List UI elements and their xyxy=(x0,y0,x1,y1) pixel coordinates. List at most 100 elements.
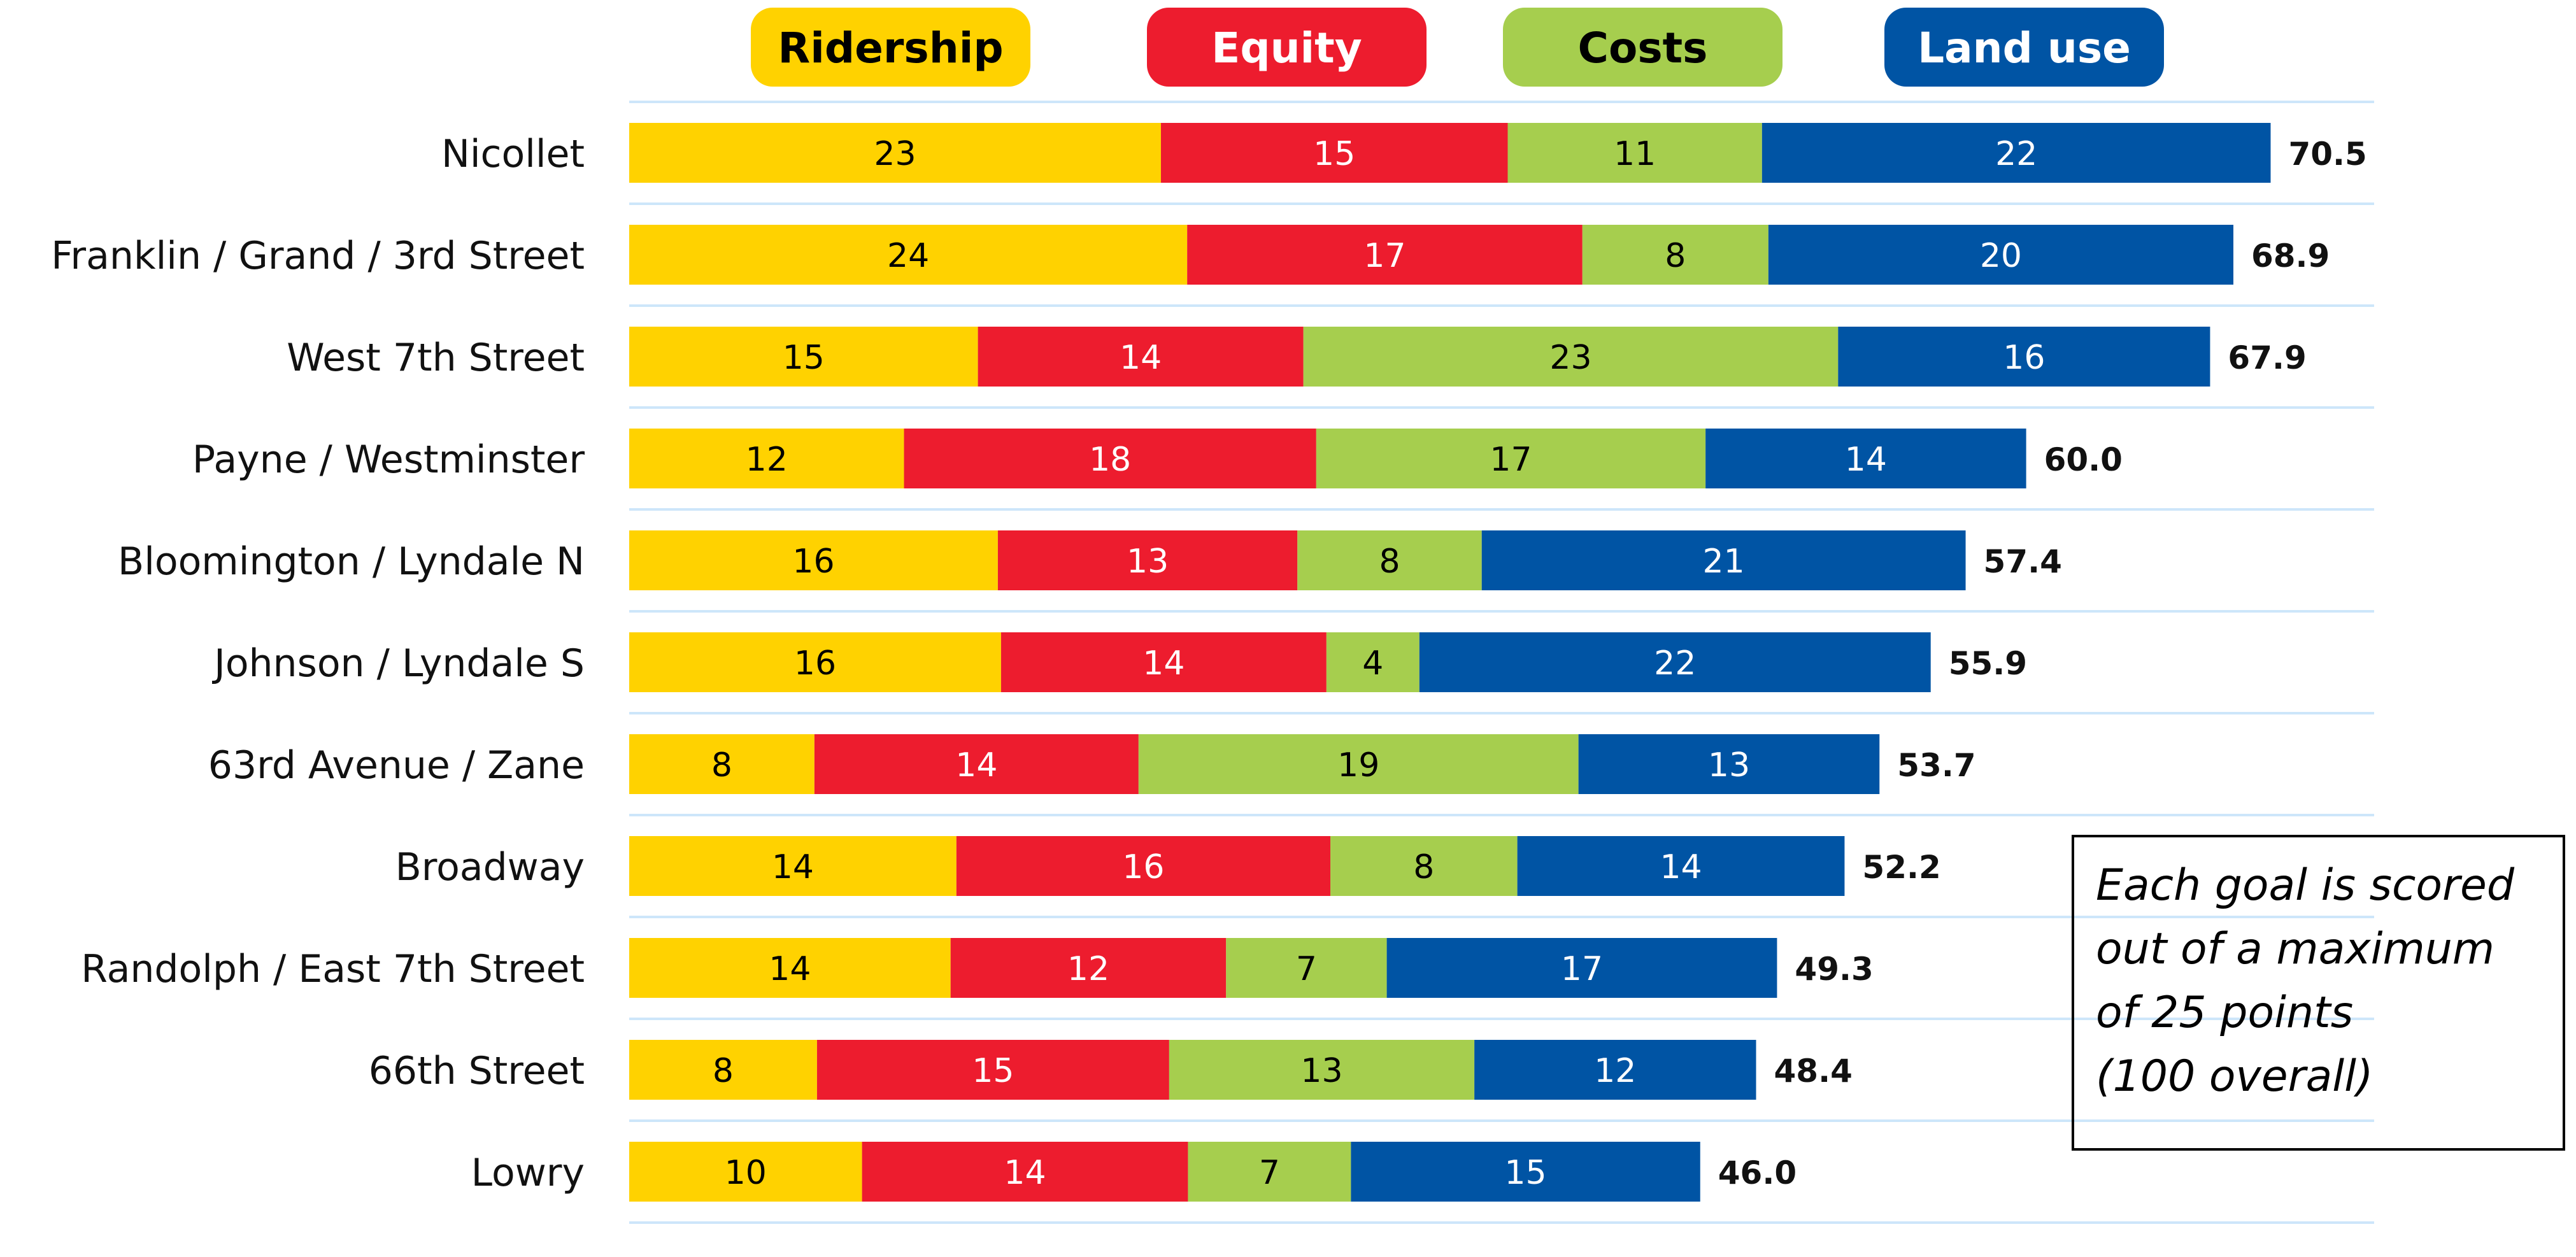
segment-value-label: 8 xyxy=(711,746,732,785)
segment-value-label: 15 xyxy=(972,1052,1014,1090)
segment-value-label: 8 xyxy=(1413,848,1434,886)
category-label: 66th Street xyxy=(369,1049,585,1093)
segment-value-label: 15 xyxy=(783,339,825,377)
note-line: of 25 points xyxy=(2096,988,2354,1038)
bar-segment-land-use xyxy=(1705,429,2026,488)
segment-value-label: 8 xyxy=(713,1052,734,1090)
total-score-label: 48.4 xyxy=(1774,1053,1853,1090)
legend-label: Land use xyxy=(1918,24,2131,73)
segment-value-label: 16 xyxy=(2003,339,2045,377)
total-score-label: 53.7 xyxy=(1897,747,1975,784)
total-score-label: 46.0 xyxy=(1718,1154,1797,1191)
segment-value-label: 10 xyxy=(725,1154,767,1192)
category-label: West 7th Street xyxy=(287,336,585,380)
legend-swatch-ridership xyxy=(751,8,1030,87)
bar-segment-equity xyxy=(862,1142,1188,1202)
bar-segment-ridership xyxy=(629,225,1188,285)
segment-value-label: 11 xyxy=(1614,135,1656,173)
bar-segment-costs xyxy=(1316,429,1706,488)
segment-value-label: 13 xyxy=(1708,746,1750,785)
bar-segment-equity xyxy=(904,429,1316,488)
segment-value-label: 14 xyxy=(1142,644,1185,683)
bar-segment-land-use xyxy=(1768,225,2233,285)
note-line: (100 overall) xyxy=(2096,1051,2373,1102)
bar-segment-equity xyxy=(956,836,1331,896)
note-line: Each goal is scored xyxy=(2096,860,2514,911)
bar-segment-equity xyxy=(1187,225,1583,285)
segment-value-label: 4 xyxy=(1362,644,1383,683)
segment-value-label: 14 xyxy=(769,950,811,988)
segment-value-label: 13 xyxy=(1127,543,1169,581)
bar-segment-ridership xyxy=(629,836,957,896)
bar-segment-land-use xyxy=(1474,1040,1756,1100)
bar-segment-ridership xyxy=(629,327,978,387)
bar-segment-land-use xyxy=(1578,734,1880,794)
segment-value-label: 24 xyxy=(887,237,929,275)
bar-segment-land-use xyxy=(1761,123,2271,183)
legend-swatch-equity xyxy=(1147,8,1427,87)
total-score-label: 57.4 xyxy=(1984,543,2062,580)
segment-value-label: 16 xyxy=(1122,848,1164,886)
bar-segment-costs xyxy=(1303,327,1839,387)
bar-segment-costs xyxy=(1138,734,1579,794)
segment-value-label: 12 xyxy=(1067,950,1109,988)
total-score-label: 52.2 xyxy=(1862,849,1940,886)
segment-value-label: 17 xyxy=(1363,237,1405,275)
bar-segment-costs xyxy=(1297,530,1482,590)
bar-segment-ridership xyxy=(629,1040,817,1100)
total-score-label: 68.9 xyxy=(2251,238,2330,274)
legend-swatch-land-use xyxy=(1884,8,2164,87)
segment-value-label: 16 xyxy=(792,543,834,581)
bar-segment-equity xyxy=(1160,123,1508,183)
category-label: Franklin / Grand / 3rd Street xyxy=(51,234,585,278)
total-score-label: 55.9 xyxy=(1949,645,2027,682)
legend-label: Equity xyxy=(1211,24,1362,73)
bar-segment-ridership xyxy=(629,632,1001,692)
segment-value-label: 16 xyxy=(794,644,836,683)
segment-value-label: 21 xyxy=(1703,543,1745,581)
bar-segment-equity xyxy=(1000,632,1327,692)
segment-value-label: 15 xyxy=(1313,135,1355,173)
category-label: Nicollet xyxy=(441,132,585,176)
segment-value-label: 19 xyxy=(1337,746,1379,785)
segment-value-label: 14 xyxy=(1660,848,1702,886)
bar-segment-ridership xyxy=(629,429,904,488)
category-label: Broadway xyxy=(395,845,585,890)
bar-segment-equity xyxy=(814,734,1139,794)
bar-segment-land-use xyxy=(1351,1142,1700,1202)
segment-value-label: 14 xyxy=(772,848,814,886)
bar-segment-equity xyxy=(950,938,1227,998)
segment-value-label: 22 xyxy=(1654,644,1696,683)
segment-value-label: 14 xyxy=(1120,339,1162,377)
segment-value-label: 23 xyxy=(874,135,916,173)
bar-segment-equity xyxy=(997,530,1298,590)
bar-segment-costs xyxy=(1226,938,1387,998)
scoring-note: Each goal is scored out of a maximum of … xyxy=(2072,835,2565,1151)
segment-value-label: 8 xyxy=(1665,237,1686,275)
bar-segment-equity xyxy=(978,327,1304,387)
segment-value-label: 12 xyxy=(1594,1052,1636,1090)
segment-value-label: 14 xyxy=(1845,441,1887,479)
segment-value-label: 14 xyxy=(955,746,997,785)
segment-value-label: 17 xyxy=(1490,441,1532,479)
bar-segment-land-use xyxy=(1838,327,2210,387)
segment-value-label: 7 xyxy=(1296,950,1317,988)
total-score-label: 49.3 xyxy=(1795,951,1873,988)
segment-value-label: 12 xyxy=(746,441,788,479)
total-score-label: 70.5 xyxy=(2288,136,2366,173)
category-label: 63rd Avenue / Zane xyxy=(208,743,585,788)
category-label: Randolph / East 7th Street xyxy=(81,947,585,991)
bar-segment-land-use xyxy=(1386,938,1777,998)
bar-segment-costs xyxy=(1507,123,1762,183)
segment-value-label: 8 xyxy=(1379,543,1400,581)
segment-value-label: 17 xyxy=(1561,950,1603,988)
bar-segment-ridership xyxy=(629,734,815,794)
bar-segment-costs xyxy=(1330,836,1518,896)
segment-value-label: 14 xyxy=(1004,1154,1046,1192)
segment-value-label: 7 xyxy=(1259,1154,1280,1192)
note-line: out of a maximum xyxy=(2096,924,2495,974)
segment-value-label: 13 xyxy=(1300,1052,1342,1090)
bar-segment-ridership xyxy=(629,938,951,998)
bar-segment-equity xyxy=(816,1040,1169,1100)
